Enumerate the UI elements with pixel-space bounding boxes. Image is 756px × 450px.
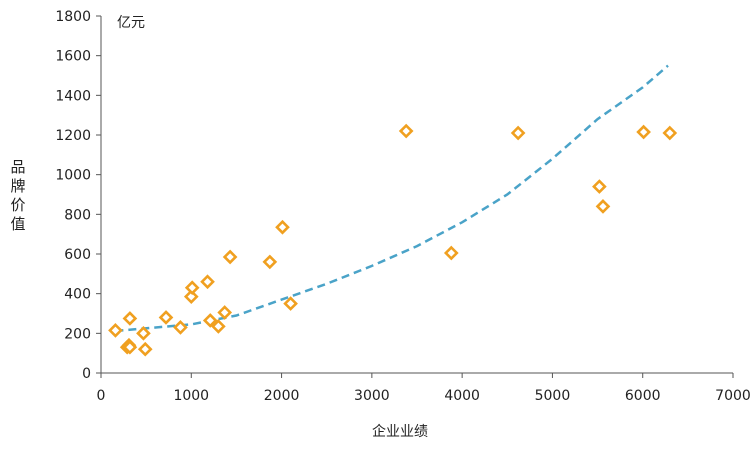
y-unit-label: 亿元 (117, 15, 145, 31)
data-point (636, 124, 651, 140)
data-point (202, 313, 218, 328)
x-tick-label: 6000 (625, 388, 661, 404)
y-tick-label: 200 (64, 326, 91, 342)
x-tick-label: 5000 (535, 388, 571, 404)
y-tick-label: 1600 (55, 49, 91, 65)
y-tick-label: 400 (64, 287, 91, 303)
y-tick-label: 1200 (55, 128, 91, 144)
x-axis-title: 企业业绩 (372, 423, 428, 440)
data-point (122, 339, 138, 355)
data-point (158, 310, 174, 325)
data-point (137, 341, 153, 357)
y-tick-label: 1000 (55, 168, 91, 184)
data-point (184, 280, 200, 296)
y-axis-title-char: 值 (10, 215, 25, 233)
y-tick-label: 1400 (55, 88, 91, 104)
x-tick-label: 0 (97, 388, 106, 404)
data-point (108, 323, 123, 338)
data-point (173, 320, 188, 335)
data-point (510, 125, 526, 141)
y-axis-title-char: 品 (10, 158, 25, 176)
y-tick-label: 600 (64, 247, 91, 263)
data-point (595, 199, 611, 214)
y-tick-label: 800 (64, 207, 91, 223)
y-tick-label: 1800 (55, 9, 91, 25)
data-point (136, 325, 151, 341)
data-point (200, 274, 215, 290)
data-point (211, 319, 226, 334)
y-axis-title-char: 价 (10, 196, 25, 214)
x-tick-label: 3000 (354, 388, 390, 404)
y-axis-title-char: 牌 (10, 177, 25, 195)
axes: 0 200 400 600 800 1000 1200 1400 1600 1800 0 1000 20… (55, 9, 750, 404)
data-point (122, 311, 138, 326)
data-point (262, 254, 278, 270)
data-point (275, 219, 290, 235)
data-point (222, 249, 238, 265)
data-point (398, 123, 414, 139)
data-points (108, 123, 678, 357)
data-point (183, 289, 199, 304)
y-tick-label: 0 (82, 366, 91, 382)
data-point (592, 179, 607, 194)
x-tick-label: 1000 (173, 388, 209, 404)
data-point (217, 305, 233, 320)
data-point (443, 245, 459, 261)
trend-line (115, 64, 669, 333)
data-point (283, 296, 298, 311)
x-tick-label: 4000 (444, 388, 480, 404)
x-tick-label: 7000 (715, 388, 751, 404)
x-tick-label: 2000 (264, 388, 300, 404)
trendline-group (115, 64, 669, 333)
data-point (662, 125, 678, 141)
